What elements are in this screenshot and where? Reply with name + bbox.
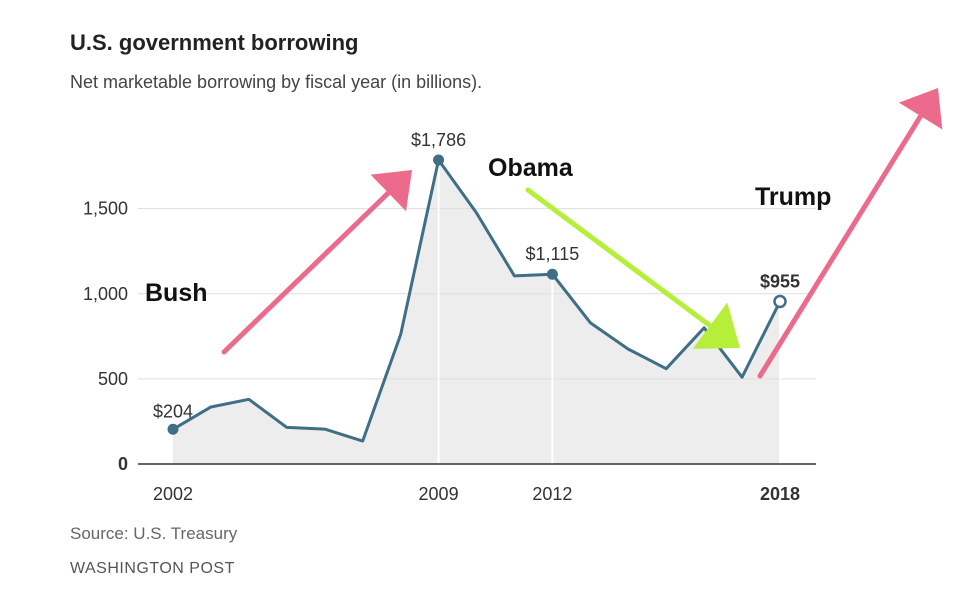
arrow-shaft [525,187,713,329]
source-note: Source: U.S. Treasury [70,524,238,543]
y-tick-label: 1,500 [83,199,128,219]
arrow-shaft [757,113,924,379]
y-tick-label: 0 [118,454,128,474]
y-tick-label: 500 [98,369,128,389]
x-tick-label: 2012 [532,484,572,504]
arrow-head [692,302,740,349]
arrow-head [370,170,412,212]
data-point [773,294,787,309]
data-point [433,154,445,166]
data-point [167,423,179,435]
annotation-label: Trump [755,183,831,211]
data-label: $204 [153,401,193,421]
data-label: $1,115 [526,244,580,264]
obama-arrow [525,187,740,349]
x-tick-label: 2009 [419,484,459,504]
chart-title: U.S. government borrowing [70,30,359,55]
x-tick-label: 2002 [153,484,193,504]
data-label: $1,786 [411,130,466,150]
y-tick-label: 1,000 [83,284,128,304]
publisher-label: WASHINGTON POST [70,560,235,577]
area-fill [173,160,780,464]
series-line [171,158,782,443]
data-label: $955 [760,271,800,291]
x-tick-label: 2018 [760,484,800,504]
arrow-head [898,88,943,130]
trump-arrow [757,88,943,379]
arrow-shaft [221,190,391,355]
annotation-label: Bush [145,279,208,307]
chart-subtitle: Net marketable borrowing by fiscal year … [70,72,483,92]
annotation-label: Obama [488,154,574,182]
data-point [546,268,558,280]
bush-arrow [221,170,412,355]
